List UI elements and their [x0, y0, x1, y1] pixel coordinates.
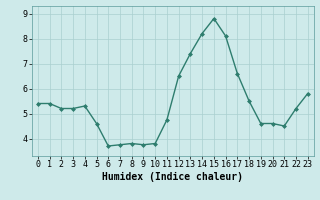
- X-axis label: Humidex (Indice chaleur): Humidex (Indice chaleur): [102, 172, 243, 182]
